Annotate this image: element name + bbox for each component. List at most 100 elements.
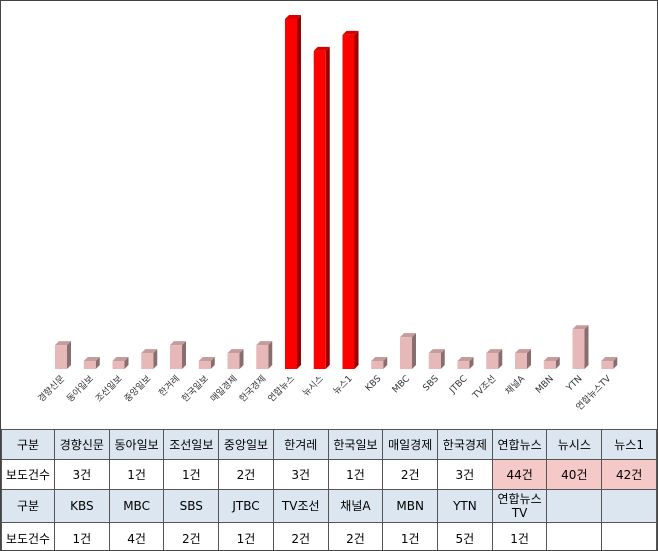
table-cell: 뉴스1: [601, 429, 657, 460]
bar-top: [141, 349, 158, 354]
table-row: 구분 KBS MBC SBS JTBC TV조선 채널A MBN YTN 연합뉴스TV: [1, 489, 657, 523]
bar: [515, 353, 527, 369]
table-cell: 3건: [272, 459, 329, 490]
table-cell: 1건: [327, 459, 384, 490]
table-cell: 1건: [491, 522, 548, 550]
bar-top: [457, 357, 474, 362]
bar: [486, 353, 499, 369]
table-cell: 채널A: [327, 489, 384, 523]
table-cell: 1건: [382, 522, 439, 550]
bar-side: [584, 325, 589, 369]
table-cell: TV조선: [272, 489, 329, 523]
bar-side: [555, 357, 560, 369]
x-tick-label: 한국일보: [180, 373, 211, 404]
table-cell: YTN: [437, 489, 493, 523]
x-tick-label: SBS: [421, 374, 441, 394]
table-cell: 뉴시스: [546, 429, 603, 460]
table-cell: 경향신문: [54, 429, 110, 460]
bar: [285, 19, 297, 369]
bar: [342, 34, 355, 370]
table-cell: KBS: [54, 489, 110, 523]
table-cell: 1건: [218, 522, 274, 550]
bar-side: [498, 349, 503, 369]
data-table: 구분 경향신문 동아일보 조선일보 중앙일보 한겨레 한국일보 매일경제 한국경제 연합뉴스 뉴시스…: [1, 429, 657, 550]
bar: [543, 361, 556, 369]
bar-top: [285, 15, 301, 19]
bar: [83, 361, 96, 369]
bar: [601, 361, 614, 369]
x-tick-label: MBC: [391, 374, 412, 395]
table-cell: 3건: [54, 459, 110, 490]
table-cell: 매일경제: [382, 429, 439, 460]
bar-top: [227, 349, 244, 354]
table-cell: 1건: [163, 459, 220, 490]
bar-side: [182, 341, 186, 369]
bar: [141, 353, 154, 369]
table-cell: 연합뉴스: [491, 429, 548, 460]
bar: [256, 345, 269, 369]
bar: [400, 337, 412, 369]
bar-top: [601, 357, 618, 362]
x-tick-label: 동아일보: [65, 373, 96, 404]
x-tick-label: JTBC: [447, 374, 469, 396]
x-tick-label: 매일경제: [208, 373, 240, 405]
x-tick-label: YTN: [564, 374, 584, 394]
table-cell: 동아일보: [108, 429, 165, 460]
table-cell: JTBC: [218, 489, 274, 523]
bar-side: [95, 357, 100, 369]
bar-top: [371, 357, 388, 362]
empty-cell: [601, 522, 657, 550]
bar-top: [400, 333, 416, 338]
table-cell: MBN: [382, 489, 439, 523]
table-cell: MBC: [108, 489, 165, 523]
table-cell: 중앙일보: [218, 429, 274, 460]
bar-top: [342, 30, 359, 35]
table-cell: 보도건수: [1, 522, 55, 550]
empty-cell: [601, 489, 657, 523]
table-cell: 한국일보: [327, 429, 384, 460]
bar-side: [124, 357, 129, 369]
bar-side: [153, 349, 158, 369]
bar-side: [469, 357, 474, 369]
table-cell: 4건: [108, 522, 165, 550]
bar-side: [268, 341, 273, 369]
x-tick-label: 뉴스1: [331, 373, 355, 397]
x-tick-label: MBN: [534, 374, 556, 396]
table-cell: 2건: [382, 459, 439, 490]
bar-side: [210, 357, 215, 369]
table-cell: 40건: [546, 459, 603, 490]
bar-top: [543, 357, 560, 362]
empty-cell: [546, 522, 603, 550]
table-cell: 1건: [108, 459, 165, 490]
bar: [572, 329, 585, 369]
table-cell: 1건: [54, 522, 110, 550]
bar-side: [613, 357, 618, 369]
table-cell: 한겨레: [272, 429, 329, 460]
x-tick-label: KBS: [364, 374, 384, 394]
table-cell: 42건: [601, 459, 657, 490]
empty-cell: [546, 489, 603, 523]
bar-top: [428, 349, 445, 354]
table-row: 보도건수 3건 1건 1건 2건 3건 1건 2건 3건 44건 40건 42건: [1, 459, 657, 490]
bar-side: [239, 349, 244, 369]
x-tick-label: 한겨레: [157, 373, 182, 398]
table-cell: 보도건수: [1, 459, 55, 490]
bar-side: [67, 341, 71, 369]
bar-side: [383, 357, 388, 369]
bar: [313, 50, 326, 370]
bar-top: [256, 341, 273, 346]
bar-side: [527, 349, 531, 369]
table-cell: 구분: [1, 429, 55, 460]
table-cell: 연합뉴스TV: [491, 489, 548, 523]
bar: [170, 345, 182, 369]
table-cell: 2건: [163, 522, 220, 550]
bar: [227, 353, 240, 369]
table-cell: 한국경제: [437, 429, 493, 460]
x-tick-label: 중앙일보: [121, 373, 153, 405]
table-cell: SBS: [163, 489, 220, 523]
x-tick-label: TV조선: [470, 373, 498, 401]
table-cell: 2건: [272, 522, 329, 550]
bar-top: [572, 325, 589, 330]
bar-side: [297, 15, 301, 369]
